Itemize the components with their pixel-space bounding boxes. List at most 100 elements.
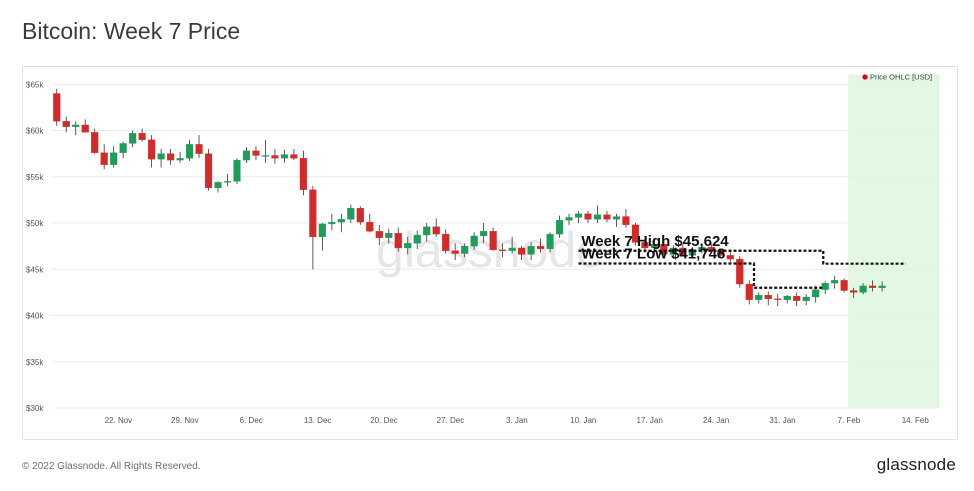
x-tick-label: 20. Dec — [370, 416, 398, 425]
x-tick-label: 29. Nov — [171, 416, 199, 425]
week-7-low-label: Week 7 Low $41,748 — [581, 245, 725, 262]
candle-body — [233, 159, 241, 182]
candle-body — [793, 295, 801, 301]
y-tick-label: $40k — [26, 312, 44, 321]
candle-body — [138, 133, 146, 140]
candle-body — [318, 223, 326, 238]
candle-body — [783, 295, 791, 300]
candle-body — [337, 219, 345, 223]
candle-body — [470, 235, 478, 247]
candle-body — [508, 247, 516, 251]
candle-body — [565, 217, 573, 221]
candle-body — [119, 143, 127, 153]
candle-body — [536, 245, 545, 250]
candle-body — [394, 233, 402, 249]
chart-frame: $30k $35k $40k $45k $50k $55k $60k $65k 22. Nov 2… — [22, 66, 958, 440]
y-tick-label: $30k — [26, 404, 44, 413]
candle-body — [840, 280, 848, 291]
y-tick-label: $45k — [26, 265, 44, 274]
week-7-low-line — [578, 262, 824, 289]
candle-body — [593, 214, 602, 220]
watermark-text: glassnode — [376, 222, 604, 278]
candle-body — [698, 246, 706, 250]
candle-body — [869, 285, 877, 288]
candle-body — [555, 220, 564, 235]
candle-body — [442, 233, 450, 251]
candle-body — [546, 233, 554, 250]
candle-body — [631, 224, 639, 243]
candle-body — [81, 124, 89, 133]
candle-body — [167, 153, 175, 161]
candle-body — [878, 285, 886, 288]
candle-body — [328, 221, 336, 225]
candle-body — [252, 150, 260, 156]
candle-body — [660, 244, 668, 255]
y-tick-label: $60k — [26, 127, 44, 136]
week-7-high-label: Week 7 High $45,624 — [581, 233, 729, 250]
candle-body — [53, 93, 61, 122]
y-tick-label: $65k — [26, 80, 44, 89]
x-tick-label: 27. Dec — [437, 416, 465, 425]
x-tick-label: 3. Jan — [506, 416, 528, 425]
candle-body — [423, 226, 431, 236]
candle-body — [413, 234, 421, 244]
candle-body — [347, 208, 355, 220]
x-tick-label: 31. Jan — [769, 416, 795, 425]
candle-body — [688, 249, 696, 256]
x-tick-label: 24. Jan — [703, 416, 729, 425]
candle-body — [280, 154, 288, 159]
candle-body — [356, 208, 364, 223]
x-tick-label: 14. Feb — [902, 416, 930, 425]
candle-body — [831, 280, 839, 284]
candle-body — [850, 290, 858, 293]
candle-body — [821, 282, 829, 290]
candle-body — [574, 213, 583, 218]
candle-body — [489, 231, 497, 250]
y-tick-label: $35k — [26, 358, 44, 367]
legend-label: Price OHLC [USD] — [870, 73, 932, 82]
candle-body — [812, 289, 820, 298]
candle-body — [641, 242, 649, 249]
y-tick-label: $50k — [26, 219, 44, 228]
candle-body — [774, 298, 782, 301]
price-chart: $30k $35k $40k $45k $50k $55k $60k $65k 22. Nov 2… — [26, 73, 940, 425]
candle-body — [612, 216, 621, 220]
candle-body — [603, 214, 611, 220]
candle-body — [129, 133, 137, 144]
candle-body — [764, 294, 772, 299]
candle-body — [157, 153, 165, 160]
candle-body — [802, 296, 810, 301]
candle-body — [223, 181, 232, 183]
candle-body — [185, 144, 194, 159]
candle-body — [91, 132, 99, 153]
candle-body — [527, 245, 535, 255]
candle-body — [148, 139, 156, 160]
x-tick-label: 7. Feb — [838, 416, 861, 425]
candle-body — [404, 243, 412, 249]
candle-body — [204, 153, 213, 188]
candle-body — [650, 244, 658, 249]
candle-body — [518, 247, 526, 255]
candle-body — [375, 231, 383, 238]
candle-body — [859, 285, 867, 293]
candle-body — [62, 121, 70, 127]
candle-body — [72, 124, 80, 127]
candle-body — [432, 226, 440, 235]
candle-body — [100, 152, 108, 165]
candle-body — [214, 182, 222, 189]
x-tick-label: 17. Jan — [637, 416, 663, 425]
glassnode-logo: glassnode — [876, 455, 956, 474]
candle-body — [480, 231, 488, 237]
candle-body — [622, 216, 630, 225]
candle-body — [385, 233, 393, 238]
candle-body — [755, 294, 763, 300]
page-title: Bitcoin: Week 7 Price — [22, 18, 241, 44]
footer-copyright: © 2022 Glassnode. All Rights Reserved. — [22, 461, 201, 472]
candle-body — [110, 152, 118, 165]
candle-body — [299, 158, 307, 190]
candle-body — [271, 155, 279, 159]
candle-body — [451, 250, 459, 254]
candle-body — [499, 249, 507, 251]
candle-body — [461, 245, 469, 254]
candle-body — [195, 144, 203, 154]
